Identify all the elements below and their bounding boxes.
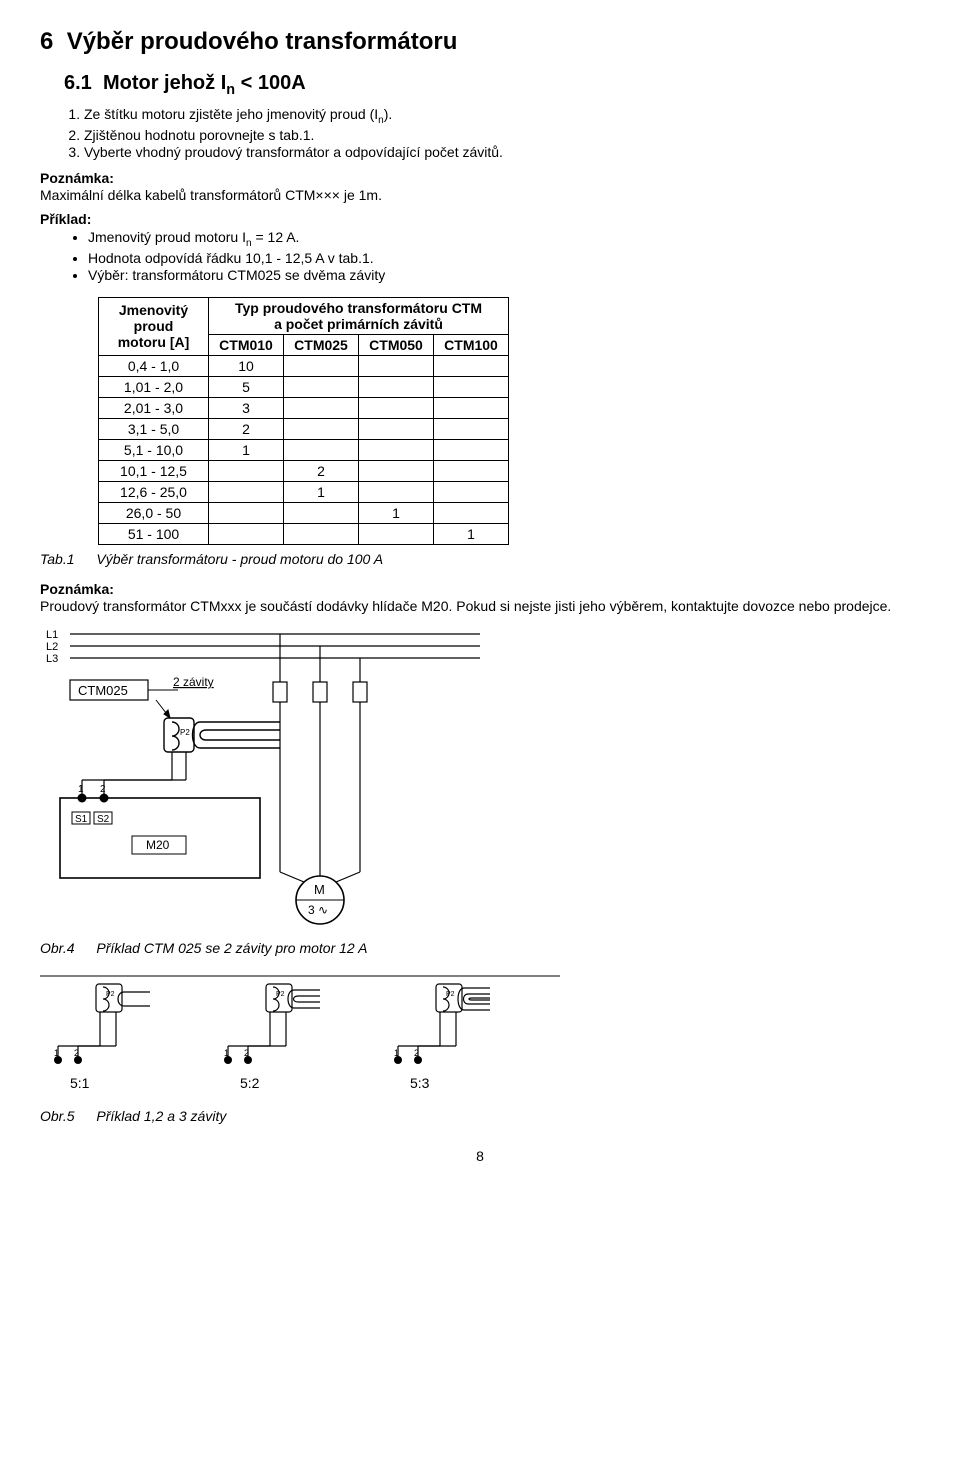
table-caption: Tab.1 Výběr transformátoru - proud motor… (40, 551, 920, 567)
note2-label: Poznámka: (40, 581, 920, 597)
table-row: 10,1 - 12,52 (99, 460, 509, 481)
s2-label: S2 (97, 814, 110, 825)
ctm-box-label: CTM025 (78, 683, 128, 698)
example-bullets: Jmenovitý proud motoru In = 12 A. Hodnot… (88, 229, 920, 283)
wiring-diagram-2: 1 2 5:1 P2 1 2 5:2 P2 1 2 5:3 P2 (40, 970, 920, 1100)
d2-t1: 1 (54, 1048, 59, 1058)
col-header: CTM100 (434, 334, 509, 355)
motor-3phase-label: 3 ∿ (308, 903, 328, 917)
section-number: 6 (40, 28, 53, 55)
table-row: 5,1 - 10,01 (99, 439, 509, 460)
m20-label: M20 (146, 838, 170, 852)
col-header: CTM050 (359, 334, 434, 355)
bullet-item: Hodnota odpovídá řádku 10,1 - 12,5 A v t… (88, 250, 920, 266)
d2-t2c: 2 (414, 1048, 419, 1058)
step-item: Ze štítku motoru zjistěte jeho jmenovitý… (84, 106, 920, 126)
table-row-header: Jmenovitý proud motoru [A] (99, 297, 209, 355)
note1-label: Poznámka: (40, 170, 920, 186)
table-row: 1,01 - 2,05 (99, 376, 509, 397)
steps-list: Ze štítku motoru zjistěte jeho jmenovitý… (84, 106, 920, 160)
fig5-text: Příklad 1,2 a 3 závity (96, 1108, 226, 1124)
d2-t2: 2 (74, 1048, 79, 1058)
note1-text: Maximální délka kabelů transformátorů CT… (40, 187, 920, 203)
d2-p2-2: P2 (276, 991, 285, 998)
example-label: Příklad: (40, 211, 920, 227)
ratio-3: 5:3 (410, 1075, 430, 1091)
ct-p2-label: P2 (180, 728, 190, 737)
loops-label: 2 závity (173, 675, 214, 689)
s1-label: S1 (75, 814, 88, 825)
note2-text: Proudový transformátor CTMxxx je součást… (40, 598, 920, 614)
rail-l3-label: L3 (46, 653, 58, 665)
step-item: Vyberte vhodný proudový transformátor a … (84, 144, 920, 160)
bullet-item: Jmenovitý proud motoru In = 12 A. (88, 229, 920, 249)
fig4-text: Příklad CTM 025 se 2 závity pro motor 12… (96, 940, 367, 956)
table-caption-text: Výběr transformátoru - proud motoru do 1… (96, 551, 383, 567)
d2-t2b: 2 (244, 1048, 249, 1058)
table-row: 3,1 - 5,02 (99, 418, 509, 439)
table-caption-number: Tab.1 (40, 551, 75, 567)
subsection-title: 6.1 Motor jehož In < 100A (64, 72, 920, 98)
table-row: 51 - 1001 (99, 523, 509, 544)
motor-m-label: M (314, 882, 325, 897)
subsection-text-sub: n (226, 82, 235, 98)
rail-l2-label: L2 (46, 641, 58, 653)
table-row: 26,0 - 501 (99, 502, 509, 523)
section-title: 6 Výběr proudového transformátoru (40, 28, 920, 56)
page-number: 8 (40, 1148, 920, 1164)
terminal-2-label: 2 (100, 784, 106, 795)
d2-p2-3: P2 (446, 991, 455, 998)
d2-t1b: 1 (224, 1048, 229, 1058)
bullet-item: Výběr: transformátoru CTM025 se dvěma zá… (88, 267, 920, 283)
fig5-number: Obr.5 (40, 1108, 75, 1124)
wiring-diagram-1: L1 L2 L3 CTM025 2 závity P2 (40, 622, 920, 932)
table-row: 2,01 - 3,03 (99, 397, 509, 418)
terminal-1-label: 1 (78, 784, 84, 795)
subsection-text-a: Motor jehož I (103, 72, 226, 94)
rail-l1-label: L1 (46, 629, 58, 641)
section-title-text: Výběr proudového transformátoru (67, 28, 458, 55)
fig5-caption: Obr.5 Příklad 1,2 a 3 závity (40, 1108, 920, 1124)
ratio-2: 5:2 (240, 1075, 260, 1091)
ctm-table: Jmenovitý proud motoru [A] Typ proudovéh… (98, 297, 509, 545)
subsection-text-b: < 100A (235, 72, 306, 94)
fig4-caption: Obr.4 Příklad CTM 025 se 2 závity pro mo… (40, 940, 920, 956)
subsection-number: 6.1 (64, 72, 92, 94)
d2-p2-1: P2 (106, 991, 115, 998)
fig4-number: Obr.4 (40, 940, 75, 956)
col-header: CTM010 (209, 334, 284, 355)
ratio-1: 5:1 (70, 1075, 90, 1091)
table-row: 0,4 - 1,010 (99, 355, 509, 376)
table-row: 12,6 - 25,01 (99, 481, 509, 502)
d2-t1c: 1 (394, 1048, 399, 1058)
step-item: Zjištěnou hodnotu porovnejte s tab.1. (84, 127, 920, 143)
table-group-header: Typ proudového transformátoru CTM a poče… (209, 297, 509, 334)
col-header: CTM025 (284, 334, 359, 355)
